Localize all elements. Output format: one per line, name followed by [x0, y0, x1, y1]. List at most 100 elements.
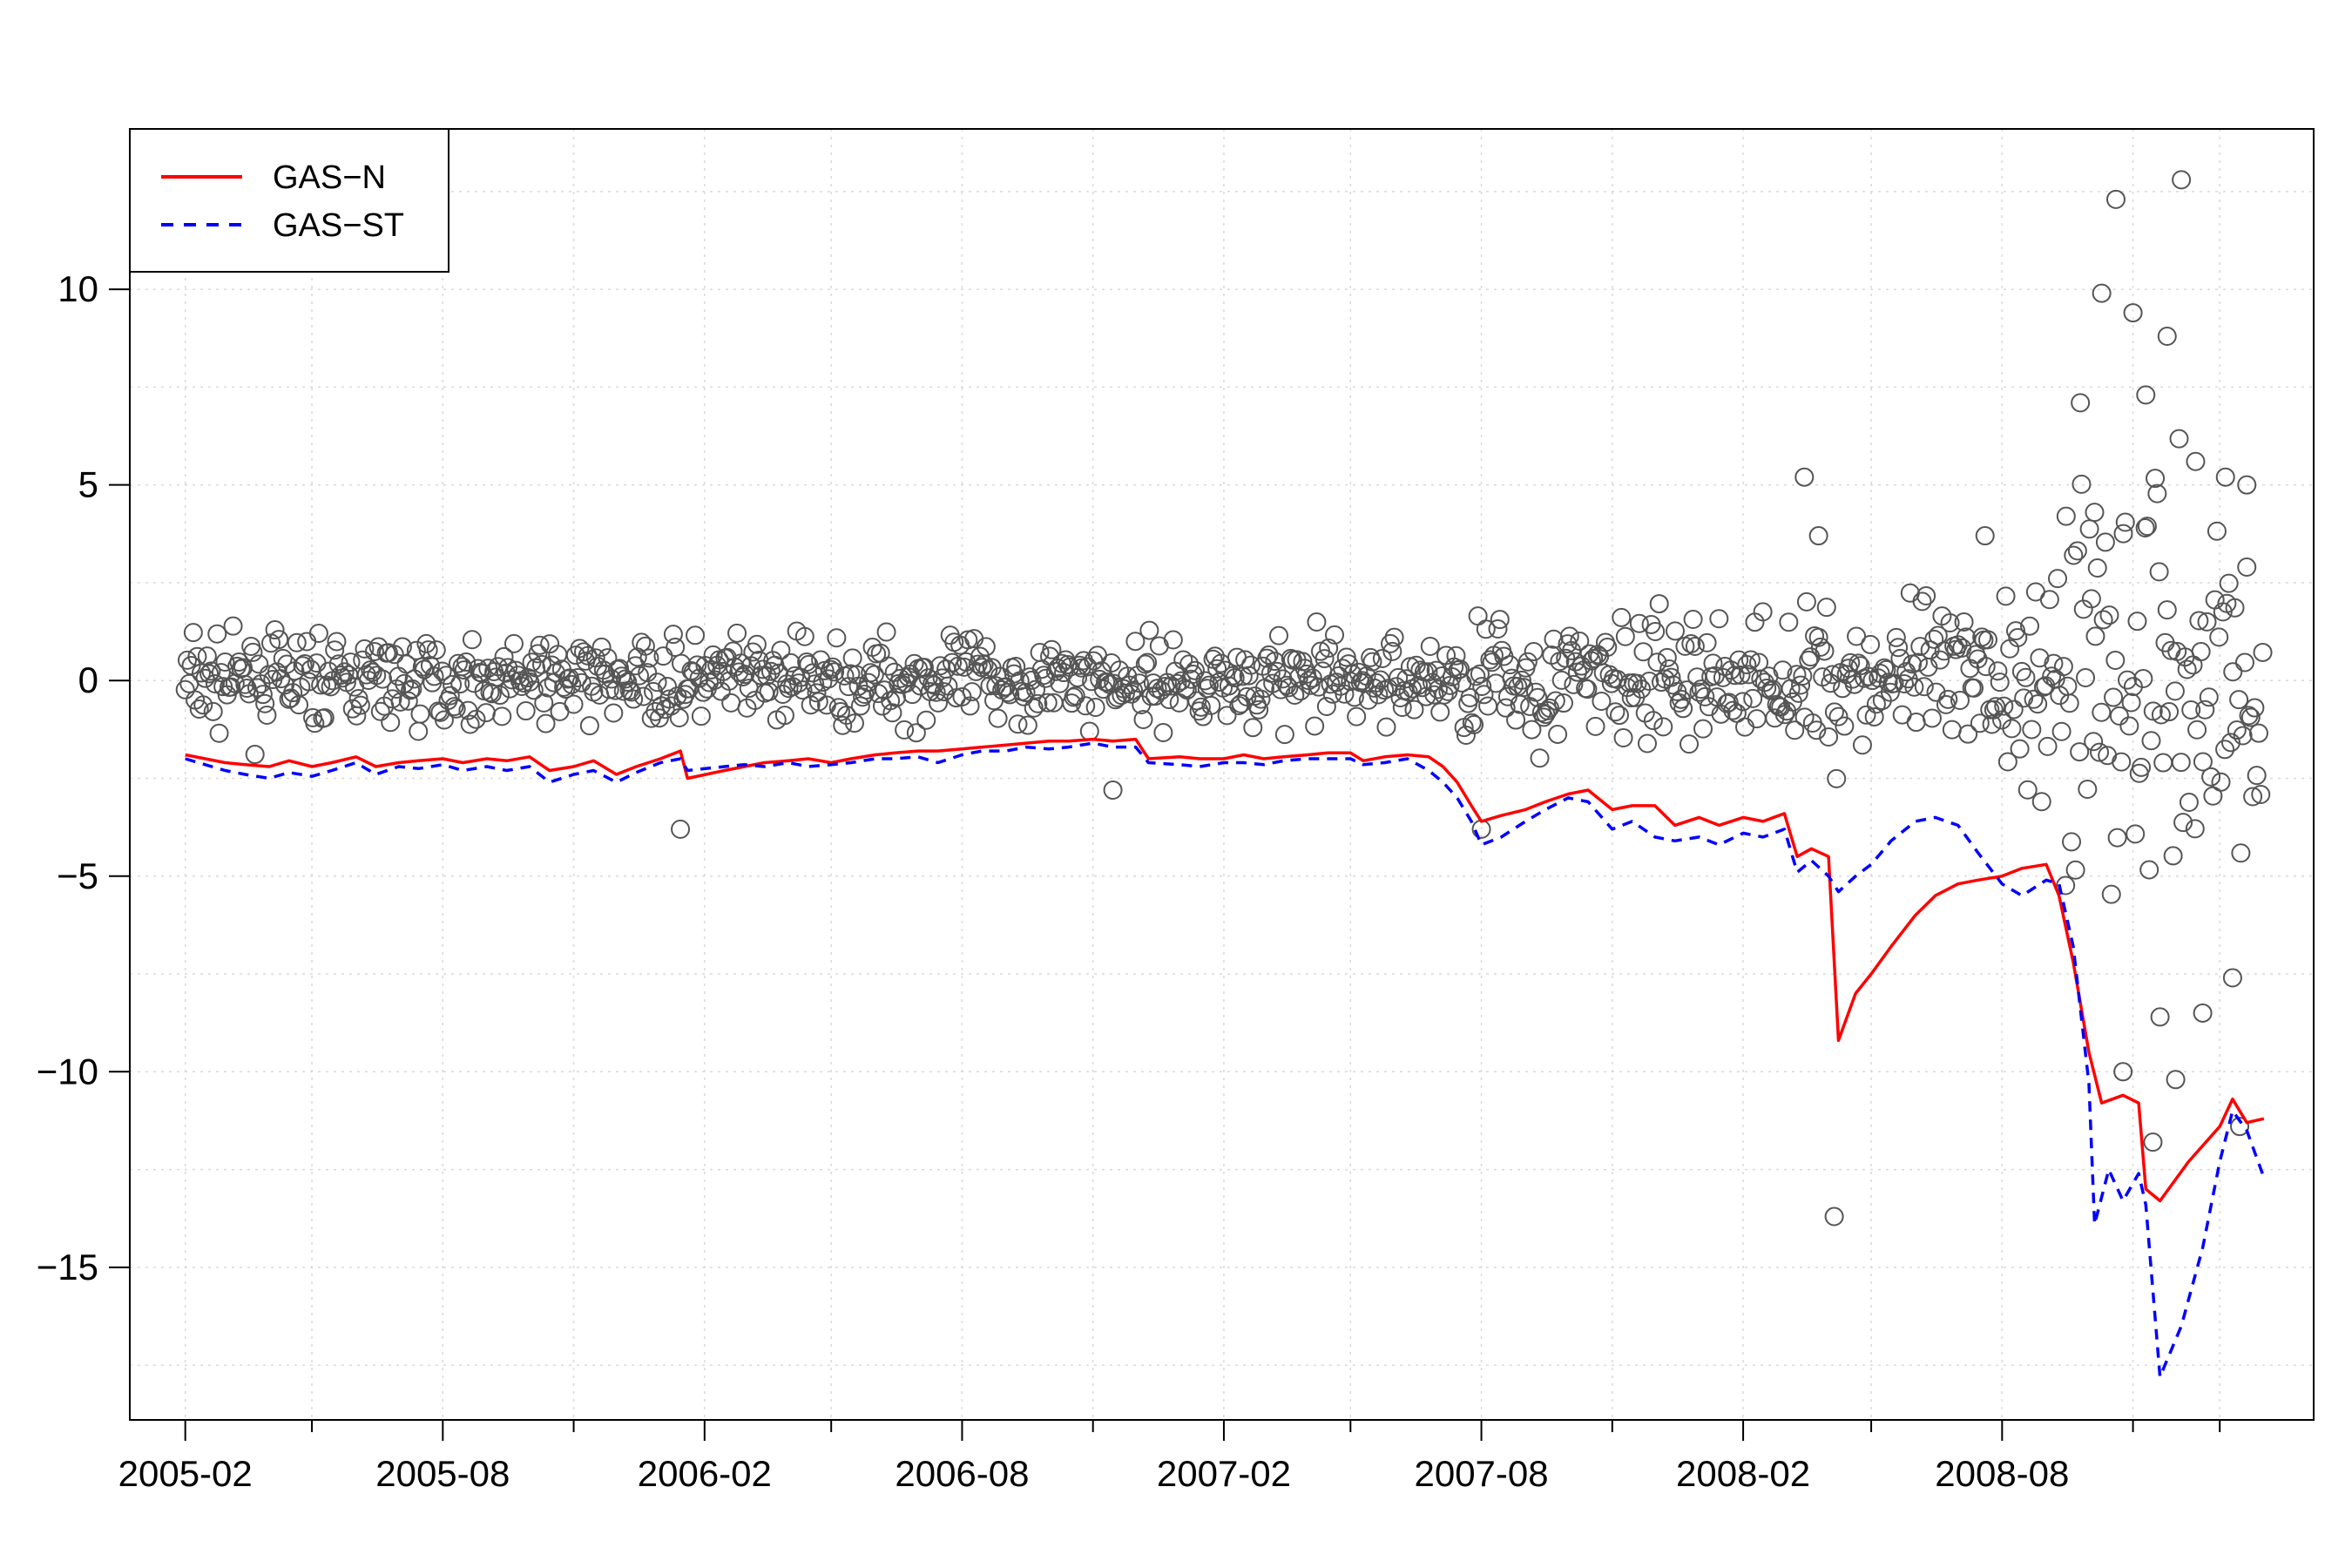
scatter-point — [794, 626, 814, 646]
scatter-point — [410, 704, 430, 724]
scatter-point — [1362, 652, 1382, 672]
scatter-point — [1922, 708, 1942, 728]
scatter-point — [468, 659, 488, 679]
scatter-point — [616, 669, 636, 689]
scatter-point — [2056, 506, 2076, 526]
scatter-point — [1223, 666, 1243, 686]
scatter-point — [1125, 632, 1146, 652]
scatter-point — [2222, 968, 2242, 988]
scatter-point — [666, 638, 686, 658]
scatter-point — [1615, 626, 1635, 646]
scatter-point — [1418, 662, 1438, 682]
scatter-point — [1420, 637, 1440, 657]
scatter-point — [245, 745, 265, 765]
scatter-point — [2064, 545, 2084, 565]
scatter-point — [1446, 645, 1466, 666]
scatter-point — [2093, 610, 2113, 630]
scatter-point — [2234, 652, 2254, 672]
scatter-point — [531, 654, 551, 674]
scatter-point — [1847, 626, 1867, 646]
scatter-point — [1926, 682, 1946, 702]
scatter-point — [287, 632, 307, 652]
scatter-point — [1434, 685, 1454, 705]
scatter-point — [1864, 706, 1884, 727]
y-axis: 10 5 0 −5 −10 −15 — [37, 268, 131, 1288]
scatter-point — [562, 674, 582, 694]
scatter-point — [1138, 652, 1158, 672]
scatter-point — [1076, 696, 1096, 716]
x-tick-label: 2006-08 — [895, 1453, 1029, 1494]
scatter-point — [1585, 716, 1605, 736]
scatter-point — [530, 635, 550, 655]
x-tick-label: 2008-02 — [1676, 1453, 1810, 1494]
scatter-point — [811, 650, 831, 670]
scatter-point — [1307, 612, 1327, 632]
scatter-point — [663, 625, 683, 645]
scatter-point — [2071, 393, 2091, 413]
scatter-point — [2053, 657, 2073, 677]
scatter-point — [444, 697, 464, 717]
scatter-point — [1382, 641, 1402, 661]
scatter-point — [2157, 327, 2177, 347]
scatter-point — [1791, 675, 1811, 695]
scatter-point — [687, 655, 707, 675]
scatter-point — [632, 632, 652, 652]
scatter-point — [2143, 1132, 2163, 1152]
scatter-point — [1794, 467, 1815, 487]
scatter-point — [1428, 679, 1448, 700]
scatter-point — [1135, 654, 1155, 674]
scatter-point — [2099, 605, 2119, 625]
scatter-point — [504, 633, 524, 653]
scatter-point — [1426, 660, 1446, 680]
scatter-point — [1474, 685, 1494, 705]
scatter-point — [1816, 598, 1836, 618]
scatter-point — [396, 654, 416, 674]
scatter-point — [1476, 619, 1496, 639]
scatter-point — [1195, 671, 1215, 691]
scatter-point — [571, 672, 591, 693]
scatter-point — [2044, 653, 2064, 673]
scatter-point — [1884, 673, 1904, 693]
scatter-point — [1673, 699, 1693, 719]
scatter-point — [1958, 724, 1978, 744]
scatter-point — [1975, 526, 1995, 546]
scatter-point — [1530, 748, 1550, 768]
scatter-point — [2237, 557, 2257, 577]
scatter-point — [986, 676, 1006, 696]
scatter-point — [2104, 687, 2124, 707]
scatter-point — [436, 666, 456, 686]
scatter-point — [466, 709, 486, 729]
scatter-point — [1613, 727, 1633, 747]
scatter-point — [1042, 639, 1062, 659]
scatter-point — [426, 640, 446, 660]
scatter-point — [2135, 518, 2155, 538]
scatter-point — [1146, 686, 1166, 706]
scatter-point — [243, 642, 263, 662]
scatter-point — [960, 696, 980, 716]
scatter-point — [958, 630, 978, 650]
scatter-point — [2169, 429, 2189, 449]
scatter-point — [2132, 757, 2152, 777]
scatter-point — [516, 701, 536, 721]
scatter-point — [2084, 732, 2104, 752]
y-tick-label: −15 — [37, 1247, 98, 1288]
scatter-point — [1773, 660, 1793, 680]
scatter-point — [1249, 700, 1269, 720]
scatter-point — [671, 819, 691, 839]
x-tick-label: 2006-02 — [638, 1453, 772, 1494]
scatter-point — [2197, 612, 2217, 632]
scatter-point — [916, 710, 936, 730]
scatter-point — [452, 657, 472, 677]
scatter-point — [1548, 724, 1568, 744]
scatter-point — [1545, 691, 1565, 711]
scatter-point — [2225, 598, 2245, 618]
scatter-point — [918, 668, 938, 688]
scatter-point — [432, 661, 452, 681]
scatter-point — [203, 701, 223, 721]
scatter-point — [1450, 659, 1470, 679]
scatter-point — [448, 653, 468, 673]
scatter-point — [1496, 698, 1516, 718]
scatter-point — [1653, 717, 1673, 737]
scatter-point — [1301, 675, 1321, 695]
scatter-point — [1894, 674, 1914, 694]
